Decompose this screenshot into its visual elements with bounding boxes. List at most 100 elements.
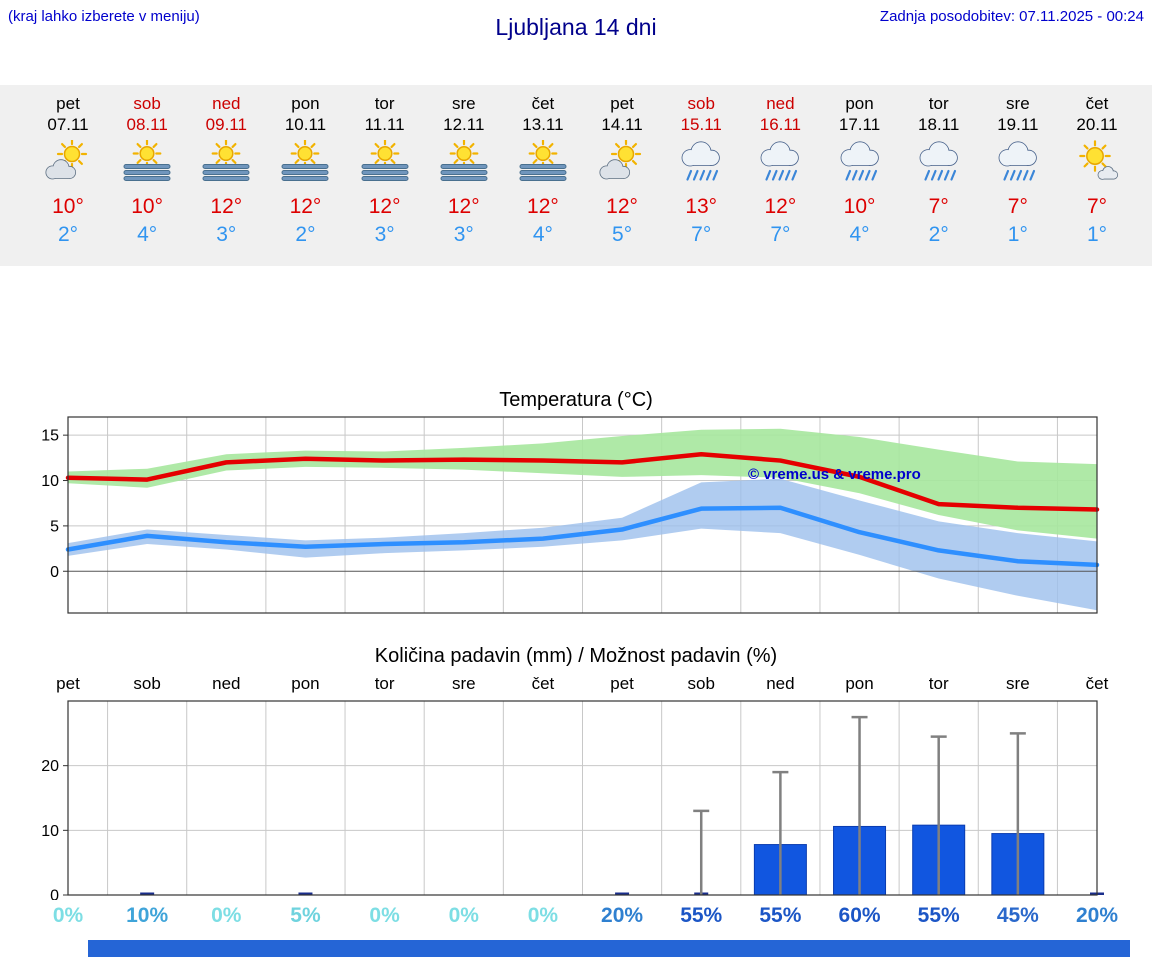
precip-day-label: čet: [531, 674, 555, 693]
day-date: 13.11: [522, 115, 564, 134]
min-temp-line: [65, 505, 1100, 568]
day-name: pet: [610, 94, 634, 113]
precip-day-label: tor: [928, 674, 949, 693]
forecast-day: pet 14.11 12° 5°: [581, 93, 663, 248]
precip-day-label: ned: [766, 674, 795, 693]
temp-min: 7°: [770, 223, 791, 246]
day-date: 07.11: [47, 115, 89, 134]
precip-probability: 0%: [52, 904, 84, 927]
temp-min: 3°: [453, 223, 474, 246]
precip-probability-labels: 0% 10% 0% 5% 0% 0% 0% 20% 55% 55% 60% 55% 45% 20%: [0, 904, 1152, 932]
temperature-section: Temperatura (°C) 0 5 10 15 © vreme.us & vrem…: [0, 388, 1152, 618]
precip-probability: 0%: [211, 904, 242, 927]
temp-min: 4°: [532, 223, 553, 246]
temp-max: 7°: [1086, 195, 1108, 218]
day-date: 09.11: [205, 115, 247, 134]
topbar: (kraj lahko izberete v meniju) Ljubljana…: [0, 0, 1152, 85]
sun-small-cloud-icon: [1056, 137, 1138, 189]
day-date: 11.11: [364, 115, 405, 134]
forecast-day: sob 15.11 13° 7°: [660, 93, 742, 248]
day-name: tor: [374, 94, 395, 113]
forecast-day: tor 18.11 7° 2°: [898, 93, 980, 248]
forecast-day: tor 11.11 12° 3°: [344, 93, 426, 248]
temp-max: 12°: [447, 195, 480, 218]
forecast-day: čet 20.11 7° 1°: [1056, 93, 1138, 248]
day-name: sre: [1006, 94, 1030, 113]
temp-min: 2°: [928, 223, 949, 246]
precip-day-label: sre: [451, 674, 476, 693]
forecast-day: ned 16.11 12° 7°: [739, 93, 821, 248]
precip-probability: 45%: [996, 904, 1039, 927]
day-date: 12.11: [443, 115, 485, 134]
precipitation-chart: 0 10 20: [41, 700, 1104, 900]
precip-day-label: sob: [687, 674, 715, 693]
precip-day-label: tor: [374, 674, 395, 693]
temp-min: 7°: [691, 223, 712, 246]
precip-probability: 20%: [601, 904, 644, 927]
precip-day-label: čet: [1085, 674, 1109, 693]
forecast-day: čet 13.11 12° 4°: [502, 93, 584, 248]
forecast-day: sob 08.11 10° 4°: [106, 93, 188, 248]
y-tick-label: 0: [50, 564, 59, 581]
temp-max: 13°: [685, 195, 718, 218]
sun-fog-icon: [344, 137, 426, 189]
max-temp-line: [65, 451, 1100, 512]
temp-max: 12°: [289, 195, 322, 218]
day-date: 19.11: [997, 115, 1039, 134]
sun-fog-icon: [264, 137, 346, 189]
sun-fog-icon: [423, 137, 505, 189]
precip-probability: 5%: [290, 904, 321, 927]
page-title: Ljubljana 14 dni: [495, 14, 657, 40]
precip-day-label: sre: [1006, 674, 1030, 693]
precip-probability: 0%: [527, 904, 559, 927]
day-name: pon: [845, 94, 874, 113]
day-name: pon: [291, 94, 320, 113]
precip-probability: 55%: [759, 904, 802, 927]
forecast-day: pet 07.11 10° 2°: [27, 93, 109, 248]
temp-min: 2°: [57, 223, 79, 246]
precip-probability: 0%: [369, 904, 400, 927]
day-date: 17.11: [838, 115, 881, 134]
footer-bar: [88, 940, 1130, 957]
y-tick-label: 5: [50, 518, 59, 535]
rain-icon: [660, 137, 742, 189]
temp-max: 10°: [131, 195, 164, 218]
max-temp-range-band: [68, 428, 1097, 539]
day-date: 14.11: [601, 115, 643, 134]
temp-min: 2°: [295, 223, 316, 246]
precip-probability: 0%: [448, 904, 479, 927]
day-name: sre: [451, 94, 476, 113]
day-name: čet: [1085, 94, 1109, 113]
temp-min: 4°: [849, 223, 870, 246]
sun-fog-icon: [185, 137, 267, 189]
temp-min: 3°: [216, 223, 237, 246]
precip-probability: 60%: [838, 904, 881, 927]
precip-day-label: pon: [845, 674, 874, 693]
day-date: 20.11: [1076, 115, 1118, 134]
rain-icon: [898, 137, 980, 189]
temp-min: 1°: [1007, 223, 1028, 246]
day-name: pet: [56, 94, 80, 113]
watermark: © vreme.us & vreme.pro: [748, 466, 921, 483]
rain-icon: [739, 137, 821, 189]
day-date: 08.11: [126, 115, 168, 134]
temp-max: 7°: [1007, 195, 1028, 218]
temp-max: 10°: [843, 195, 876, 218]
precip-probability: 55%: [917, 904, 960, 927]
day-name: tor: [928, 94, 949, 113]
precip-bar-small: [615, 892, 630, 895]
sun-fog-icon: [106, 137, 188, 189]
precip-bar-small: [298, 892, 313, 895]
day-name: ned: [766, 94, 795, 113]
precipitation-section: Količina padavin (mm) / Možnost padavin …: [0, 644, 1152, 932]
temp-max: 12°: [606, 195, 638, 218]
forecast-day: sre 12.11 12° 3°: [423, 93, 505, 248]
forecast-day: ned 09.11 12° 3°: [185, 93, 267, 248]
temperature-chart-title: Temperatura (°C): [499, 389, 653, 411]
plot-frame: [67, 700, 1098, 896]
sun-fog-icon: [502, 137, 584, 189]
y-tick-label: 10: [41, 473, 59, 490]
plot-frame: [67, 416, 1098, 614]
precip-probability: 10%: [126, 904, 169, 927]
